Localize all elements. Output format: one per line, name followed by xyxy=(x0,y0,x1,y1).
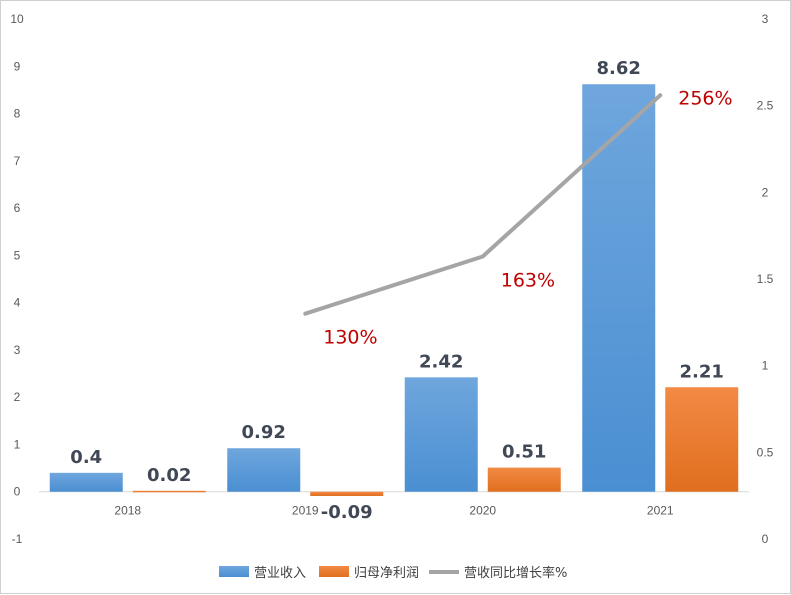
y-left-tick-label: 4 xyxy=(14,296,21,310)
y-left-tick-label: 9 xyxy=(14,59,21,73)
y-left-tick-label: 8 xyxy=(14,107,21,121)
legend-net-profit-swatch xyxy=(319,566,349,577)
bar-revenue xyxy=(582,84,656,492)
x-tick-label: 2019 xyxy=(292,504,319,518)
line-layer xyxy=(303,93,663,316)
bar-data-label: 0.02 xyxy=(147,465,191,486)
legend-revenue-swatch xyxy=(219,566,249,577)
bar-net-profit xyxy=(310,491,384,496)
y-left-tick-label: -1 xyxy=(12,532,23,546)
y-right-tick-label: 2.5 xyxy=(757,99,774,113)
bar-data-label: -0.09 xyxy=(321,502,373,523)
bar-net-profit xyxy=(132,490,206,493)
labels-layer: 0.4 0.92 2.42 8.62 0.02 -0.09 0.51 2.21 130% 163%… xyxy=(70,58,732,523)
x-tick-label: 2021 xyxy=(647,504,674,518)
legend-growth-rate-label: 营收同比增长率% xyxy=(464,565,567,581)
growth-rate-label: 130% xyxy=(323,327,377,349)
bar-net-profit xyxy=(665,387,739,492)
legend-net-profit-label: 归母净利润 xyxy=(354,566,419,581)
y-left-tick-label: 6 xyxy=(14,201,21,215)
y-left-tick-label: 2 xyxy=(14,390,21,404)
bar-data-label: 0.92 xyxy=(242,422,286,443)
x-tick-label: 2020 xyxy=(469,504,496,518)
growth-rate-label: 163% xyxy=(501,269,555,291)
y-right-tick-label: 1.5 xyxy=(757,272,774,286)
y-left-tick-label: 0 xyxy=(14,485,21,499)
legend: 营业收入 归母净利润 营收同比增长率% xyxy=(219,565,567,581)
bar-data-label: 0.4 xyxy=(70,447,102,468)
y-left-tick-label: 5 xyxy=(14,248,21,262)
growth-rate-label: 256% xyxy=(678,87,732,109)
y-right-tick-label: 1 xyxy=(762,359,769,373)
bar-data-label: 2.21 xyxy=(680,361,724,382)
y-left-tick-label: 3 xyxy=(14,343,21,357)
bar-revenue xyxy=(404,377,478,492)
bar-revenue xyxy=(227,448,301,492)
y-right-tick-label: 2 xyxy=(762,185,769,199)
y-right-tick-label: 3 xyxy=(762,12,769,26)
x-tick-label: 2018 xyxy=(114,504,141,518)
bars-layer xyxy=(49,84,739,496)
y-left-tick-label: 10 xyxy=(10,12,24,26)
bar-data-label: 8.62 xyxy=(597,58,641,79)
y-left-tick-label: 7 xyxy=(14,154,21,168)
bar-net-profit xyxy=(487,467,561,492)
bar-data-label: 2.42 xyxy=(419,351,463,372)
y-right-tick-label: 0.5 xyxy=(757,445,774,459)
y-left-tick-label: 1 xyxy=(14,437,21,451)
bar-data-label: 0.51 xyxy=(502,442,546,463)
bar-revenue xyxy=(49,472,123,492)
growth-rate-line xyxy=(303,93,663,316)
y-right-tick-label: 0 xyxy=(762,532,769,546)
legend-revenue-label: 营业收入 xyxy=(254,566,306,581)
